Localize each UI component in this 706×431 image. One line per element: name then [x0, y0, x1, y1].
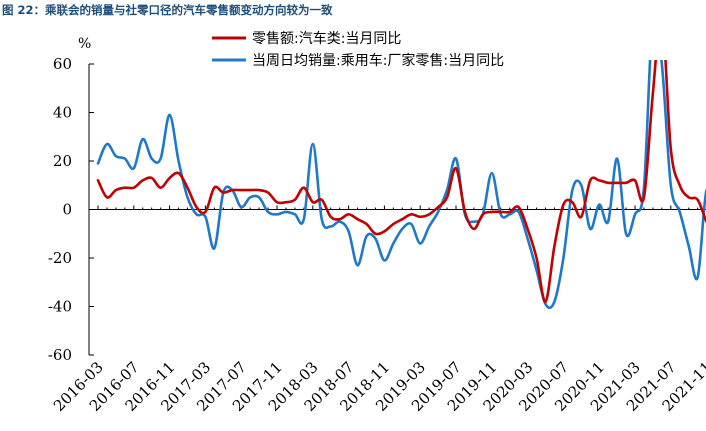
chart-title: 图 22：乘联会的销量与社零口径的汽车零售额变动方向较为一致	[2, 3, 333, 17]
y-tick-label: -40	[48, 298, 72, 316]
y-axis-unit: %	[78, 36, 91, 52]
y-tick-label: 40	[53, 104, 72, 122]
y-tick-label: -60	[48, 346, 72, 364]
legend-label-1: 当周日均销量:乘用车:厂家零售:当月同比	[252, 52, 504, 69]
y-tick-label: 20	[53, 152, 72, 170]
y-tick-label: -20	[48, 249, 72, 267]
y-tick-label: 0	[62, 201, 72, 219]
y-tick-label: 60	[53, 55, 72, 73]
legend-label-0: 零售额:汽车类:当月同比	[252, 30, 401, 47]
series-line-0	[96, 60, 706, 303]
series-line-1	[96, 60, 706, 310]
